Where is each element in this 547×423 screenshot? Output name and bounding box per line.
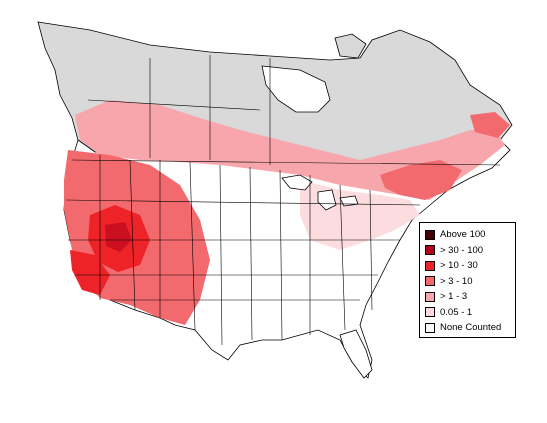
legend-swatch [425,322,435,333]
legend-item: 0.05 - 1 [425,305,515,321]
abundance-band-pocket [105,222,132,252]
florida [339,329,373,379]
legend-item: > 1 - 3 [425,289,515,305]
arctic-island [334,33,367,59]
legend-label: 0.05 - 1 [440,306,473,318]
legend: Above 100 > 30 - 100 > 10 - 30 > 3 - 10 … [419,222,516,338]
legend-label: None Counted [440,322,502,334]
abundance-band-northeast [380,160,462,200]
legend-swatch [425,307,435,318]
boundary-lines [65,55,501,346]
legend-item: Above 100 [425,227,515,243]
legend-label: > 10 - 30 [440,260,478,272]
legend-swatch [425,291,435,302]
legend-swatch [425,229,435,240]
legend-swatch [425,245,435,256]
legend-item: None Counted [425,320,515,336]
legend-label: > 1 - 3 [440,291,468,303]
legend-item: > 3 - 10 [425,274,515,290]
legend-swatch [425,276,435,287]
legend-item: > 10 - 30 [425,258,515,274]
legend-item: > 30 - 100 [425,243,515,259]
legend-label: Above 100 [440,229,486,241]
abundance-band-newfoundland [470,112,510,138]
legend-swatch [425,260,435,271]
legend-label: > 3 - 10 [440,275,473,287]
legend-label: > 30 - 100 [440,244,484,256]
